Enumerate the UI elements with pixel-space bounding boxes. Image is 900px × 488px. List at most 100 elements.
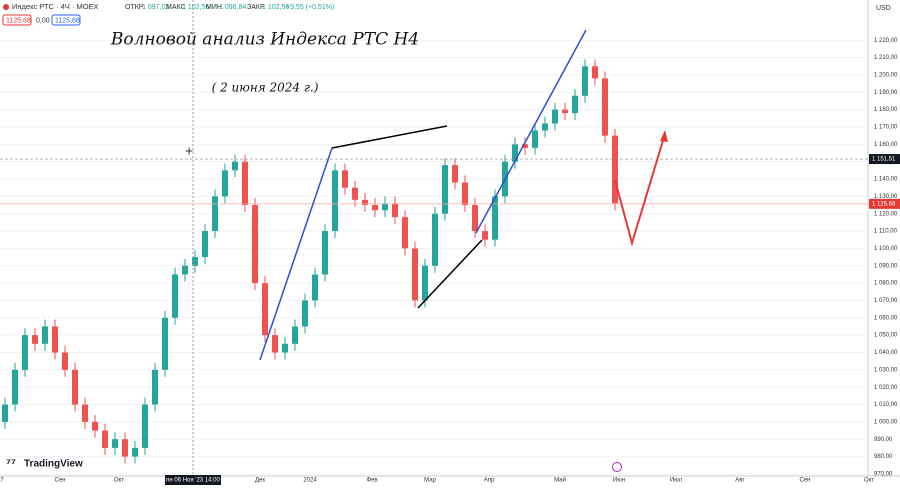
candle-body <box>342 170 348 188</box>
candle-body <box>572 95 578 114</box>
candle-body <box>172 274 178 318</box>
candle-body <box>142 404 148 448</box>
candle-body <box>302 300 308 327</box>
candle-body <box>402 217 408 249</box>
candle-body <box>422 265 428 301</box>
candle-body <box>202 231 208 258</box>
candle-body <box>132 447 138 457</box>
price-label: 1 151,51 <box>872 157 896 163</box>
candle-body <box>432 213 438 266</box>
candle-body <box>332 170 338 232</box>
candle-body <box>162 317 168 370</box>
x-tick-label: Авг <box>735 478 745 484</box>
ohlc-label: МИН <box>206 4 222 11</box>
price-box[interactable] <box>51 14 81 26</box>
candle-body <box>412 248 418 301</box>
trend-line <box>259 147 333 361</box>
candle-body <box>182 265 188 275</box>
candle-body <box>252 205 258 284</box>
ohlc-value: 1 102,56 <box>182 4 209 11</box>
candle-body <box>92 421 98 431</box>
candle-body <box>22 335 28 370</box>
ohlc-label: ЗАКР <box>247 4 265 11</box>
candle-body <box>562 109 568 114</box>
candle-body <box>462 182 468 206</box>
y-tick-label: 1 180,00 <box>874 107 898 113</box>
currency: USD <box>876 5 891 12</box>
candle-body <box>222 170 228 197</box>
candle-body <box>32 335 38 344</box>
candle-body <box>262 283 268 336</box>
y-tick-label: 1 200,00 <box>874 73 898 79</box>
candle-body <box>52 326 58 353</box>
y-tick-label: 970,00 <box>874 471 893 477</box>
candle-body <box>322 231 328 275</box>
chart-subtitle: ( 2 июня 2024 г.) <box>212 81 319 95</box>
y-tick-label: 1 010,00 <box>874 402 898 408</box>
y-axis: 970,00 980,00 990,00 1 000,00 1 010,00 1 020,… <box>869 38 900 477</box>
y-tick-label: 1 040,00 <box>874 350 898 356</box>
trend-line <box>475 29 587 234</box>
candle-body <box>472 205 478 232</box>
price-box-text: 1125,68 <box>55 17 80 24</box>
y-tick-label: 980,00 <box>874 454 893 460</box>
x-tick-label: Дек <box>255 478 265 484</box>
candle-body <box>382 203 388 211</box>
candle-body <box>72 369 78 405</box>
y-tick-label: 1 030,00 <box>874 367 898 373</box>
y-tick-label: 1 050,00 <box>874 333 898 339</box>
x-tick-label: Сен <box>800 478 811 484</box>
x-tick-label: Апр <box>484 478 495 484</box>
y-tick-label: 1 140,00 <box>874 177 898 183</box>
logo-icon: ⁷⁷ <box>6 456 16 470</box>
candle-body <box>62 352 68 370</box>
candle-body <box>152 369 158 405</box>
crosshair-x-box <box>165 475 221 485</box>
candle-body <box>532 130 538 148</box>
candle-body <box>192 257 198 266</box>
x-tick-label: Июл <box>670 478 683 484</box>
candle-body <box>2 404 8 422</box>
candle-body <box>312 274 318 301</box>
trend-line <box>331 125 448 149</box>
y-tick-label: 1 120,00 <box>874 211 898 217</box>
event-icon[interactable] <box>612 462 622 472</box>
y-tick-label: 1 080,00 <box>874 281 898 287</box>
x-tick-label: 2024 <box>303 478 317 484</box>
price-label: 1 125,68 <box>872 201 896 207</box>
y-tick-label: 990,00 <box>874 437 893 443</box>
candle-body <box>392 203 398 218</box>
plot <box>0 39 868 475</box>
candle-body <box>582 66 588 96</box>
y-tick-label: 1 210,00 <box>874 55 898 61</box>
candle-body <box>372 205 378 211</box>
y-tick-label: 1 020,00 <box>874 385 898 391</box>
candle-body <box>292 326 298 344</box>
x-tick-label: Окт <box>864 478 874 484</box>
cursor: + <box>185 143 193 159</box>
y-tick-label: 1 110,00 <box>874 229 898 235</box>
x-tick-label: Фев <box>366 478 377 484</box>
price-axis <box>868 0 900 488</box>
chart-title: Волновой анализ Индекса РТС Н4 <box>110 30 419 50</box>
candle-body <box>552 109 558 124</box>
candle-body <box>362 199 368 206</box>
ohlc-label: МАКС <box>166 4 186 11</box>
x-tick-label: Сен <box>55 478 66 484</box>
candle-body <box>82 404 88 422</box>
price-box[interactable] <box>2 14 32 26</box>
price-box-text: 0,00 <box>36 17 50 24</box>
logo: ⁷⁷ TradingView <box>6 456 83 470</box>
candle-body <box>492 196 498 240</box>
x-tick-label: 7 <box>0 478 4 484</box>
forecast-path <box>614 133 666 247</box>
candle-body <box>12 369 18 405</box>
candle-body <box>452 165 458 183</box>
price-label-box <box>869 198 900 209</box>
y-tick-label: 1 170,00 <box>874 125 898 131</box>
x-tick-label: Окт <box>114 478 124 484</box>
drawings <box>259 29 668 361</box>
logo-text: TradingView <box>24 459 83 470</box>
